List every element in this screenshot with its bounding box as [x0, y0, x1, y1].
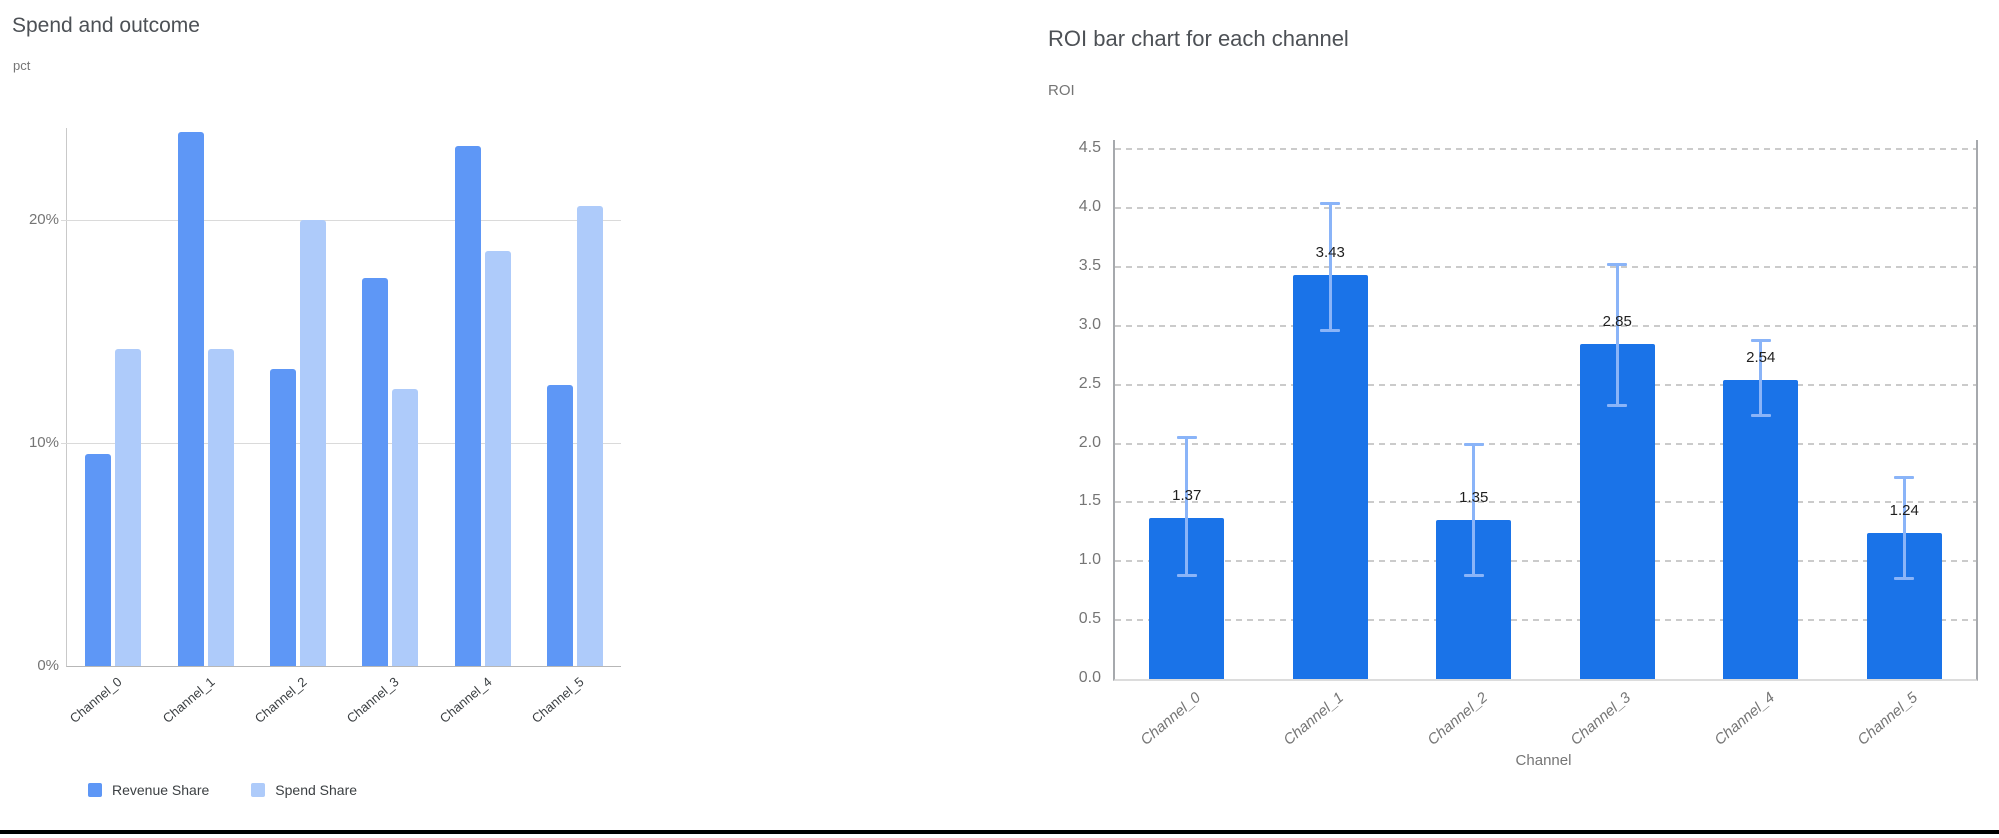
y-tick-label: 4.0: [1078, 198, 1101, 216]
left-chart-title: Spend and outcome: [12, 14, 200, 37]
x-tick-label-channel-5: Channel_5: [528, 674, 587, 726]
right-x-axis-title: Channel: [1515, 752, 1572, 769]
error-cap-high-channel-0: [1176, 436, 1197, 440]
y-tick-label: 1.5: [1078, 492, 1101, 510]
gridline-2-5: [1115, 383, 1976, 386]
x-tick-label-channel-2: Channel_2: [251, 674, 310, 726]
x-tick-label-channel-3: Channel_3: [343, 674, 402, 726]
error-cap-low-channel-4: [1750, 413, 1771, 417]
y-tick-label: 0.0: [1078, 669, 1101, 686]
gridline-10-: [61, 442, 621, 444]
y-tick-label: 3.0: [1078, 315, 1101, 333]
right-plot-area: 0.0 0.5 1.0 1.5 2.0 2.5 3.0 3.5 4.0 4.5 1.37 Channe…: [1079, 139, 1978, 749]
gridline-0-5: [1115, 619, 1976, 622]
error-bar-channel-5: [1902, 477, 1906, 579]
error-cap-high-channel-5: [1894, 476, 1915, 480]
legend-item-spend-share: Spend Share: [251, 782, 357, 798]
gridline-1-0: [1115, 560, 1976, 563]
gridline-3-5: [1115, 266, 1976, 269]
y-tick-label: 4.5: [1078, 139, 1101, 157]
bar-value-label-channel-0: 1.37: [1172, 486, 1202, 504]
y-tick-label: 10%: [28, 433, 59, 451]
bar-value-label-channel-3: 2.85: [1602, 312, 1632, 330]
x-tick-label-channel-1: Channel_1: [159, 674, 218, 726]
left-plot-area: 0% 10% 20% Channel_0 Channel_1 Channel_2 Chann…: [29, 128, 621, 726]
error-cap-low-channel-1: [1320, 329, 1341, 333]
error-cap-low-channel-5: [1894, 577, 1915, 581]
bar-value-label-channel-5: 1.24: [1889, 502, 1919, 520]
error-cap-high-channel-2: [1463, 443, 1484, 447]
left-chart-legend: Revenue Share Spend Share: [88, 782, 357, 798]
error-cap-high-channel-1: [1320, 202, 1341, 206]
right-chart-title: ROI bar chart for each channel: [1048, 26, 1349, 51]
error-cap-high-channel-3: [1607, 263, 1628, 267]
bar-revenue-share-channel-0[interactable]: [85, 453, 112, 666]
gridline-2-0: [1115, 442, 1976, 445]
x-tick-label-channel-4: Channel_4: [436, 674, 495, 726]
x-tick-label-channel-0: Channel_0: [66, 674, 125, 726]
gridline-3-0: [1115, 324, 1976, 327]
error-cap-low-channel-3: [1607, 404, 1628, 408]
right-y-axis-unit-label: ROI: [1048, 82, 1075, 99]
bar-revenue-share-channel-1[interactable]: [177, 132, 204, 666]
gridline-4-5: [1115, 148, 1976, 151]
bar-spend-share-channel-1[interactable]: [207, 349, 234, 666]
bar-revenue-share-channel-5[interactable]: [546, 384, 573, 666]
error-cap-low-channel-0: [1176, 573, 1197, 577]
error-bar-channel-4: [1759, 340, 1763, 416]
left-y-axis-unit-label: pct: [13, 58, 31, 73]
error-bar-channel-0: [1185, 437, 1189, 576]
bar-revenue-share-channel-4[interactable]: [454, 145, 481, 666]
gridline-1-5: [1115, 501, 1976, 504]
roi-chart: ROI bar chart for each channel ROI 0.0 0.…: [1040, 12, 1990, 822]
bar-value-label-channel-4: 2.54: [1746, 349, 1776, 367]
y-tick-label: 3.5: [1078, 257, 1101, 275]
bottom-divider: [0, 830, 1999, 834]
y-tick-label: 0.5: [1078, 610, 1101, 628]
y-tick-label: 1.0: [1078, 551, 1101, 569]
bar-value-label-channel-1: 3.43: [1315, 244, 1345, 262]
error-cap-high-channel-4: [1750, 338, 1771, 342]
legend-swatch-spend-share: [251, 783, 266, 797]
y-tick-label: 0%: [37, 657, 59, 674]
bar-spend-share-channel-2[interactable]: [299, 219, 326, 666]
y-tick-label: 2.0: [1078, 433, 1101, 451]
gridline-4-0: [1115, 207, 1976, 210]
bar-roi-channel-4[interactable]: [1723, 380, 1799, 679]
bar-spend-share-channel-0[interactable]: [115, 349, 142, 666]
bar-spend-share-channel-4[interactable]: [484, 250, 511, 666]
legend-label-revenue-share: Revenue Share: [112, 782, 210, 798]
error-bar-channel-1: [1328, 203, 1332, 331]
error-bar-channel-3: [1615, 264, 1619, 406]
bar-spend-share-channel-5[interactable]: [576, 206, 603, 666]
legend-swatch-revenue-share: [88, 783, 102, 797]
gridline-20-: [61, 219, 621, 221]
bar-revenue-share-channel-2[interactable]: [269, 369, 296, 666]
bar-value-label-channel-2: 1.35: [1459, 489, 1489, 507]
bar-roi-channel-1[interactable]: [1292, 275, 1368, 679]
legend-item-revenue-share: Revenue Share: [88, 782, 209, 798]
error-cap-low-channel-2: [1463, 573, 1484, 577]
bar-revenue-share-channel-3[interactable]: [362, 277, 389, 666]
error-bar-channel-2: [1472, 444, 1476, 576]
y-tick-label: 2.5: [1078, 374, 1101, 392]
y-tick-label: 20%: [28, 210, 59, 228]
spend-outcome-chart: Spend and outcome pct 0% 10% 20% Channel_0 C…: [10, 12, 690, 822]
legend-label-spend-share: Spend Share: [275, 782, 358, 798]
bar-spend-share-channel-3[interactable]: [392, 389, 419, 666]
